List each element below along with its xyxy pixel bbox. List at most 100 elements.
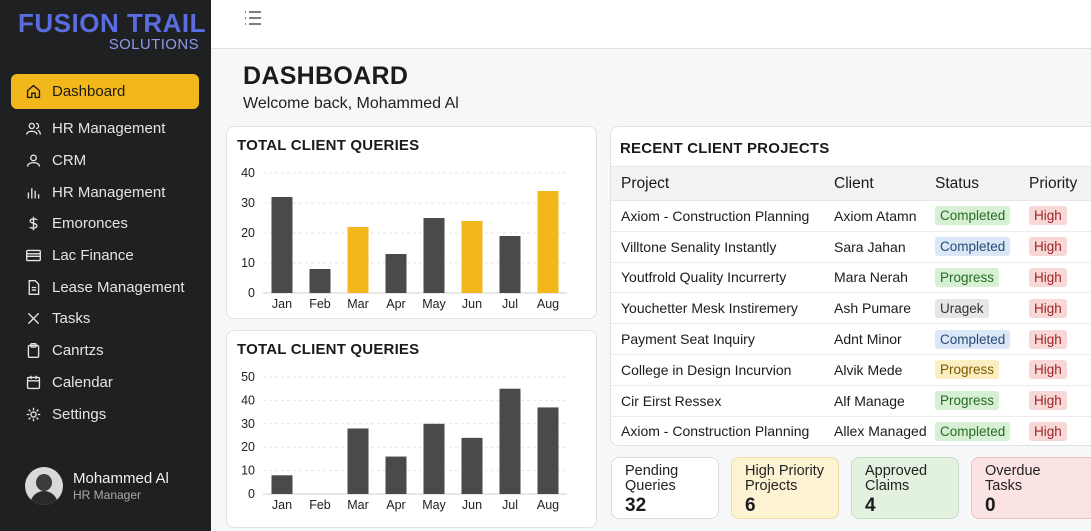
x-tick-label: Aug <box>537 297 559 311</box>
bar[interactable] <box>347 428 369 494</box>
priority-badge: High <box>1029 298 1067 318</box>
status-cell: Completed <box>935 416 1029 445</box>
priority-cell: High <box>1029 354 1091 386</box>
table-row[interactable]: Axiom - Construction Planning Axiom Atamn… <box>611 200 1091 232</box>
table-row[interactable]: Youchetter Mesk Instiremery Ash Pumare Ura… <box>611 292 1091 325</box>
y-tick-label: 10 <box>241 256 255 270</box>
bar[interactable] <box>423 423 445 494</box>
bar[interactable] <box>271 197 293 293</box>
status-badge: Progress <box>935 360 1000 380</box>
chart-title: TOTAL CLIENT QUERIES <box>237 137 420 154</box>
page-title: DASHBOARD <box>243 62 409 90</box>
gear-icon <box>24 405 42 423</box>
sidebar-item-label: Dashboard <box>52 83 126 100</box>
status-badge: Completed <box>935 206 1011 226</box>
sidebar-item-calendar[interactable]: Calendar <box>11 367 199 399</box>
welcome-message: Welcome back, Mohammed Al <box>243 95 459 112</box>
priority-badge: High <box>1029 329 1067 349</box>
column-header-priority[interactable]: Priority <box>1029 166 1091 201</box>
project-name: College in Design Incurvion <box>611 354 834 386</box>
sidebar-item-hr-management[interactable]: HR Management <box>11 113 199 145</box>
priority-cell: High <box>1029 416 1091 445</box>
sidebar-item-label: Emoronces <box>52 215 128 233</box>
status-cell: Completed <box>935 231 1029 263</box>
y-tick-label: 0 <box>248 487 255 501</box>
column-header-status[interactable]: Status <box>935 166 1029 201</box>
user-name: Mohammed Al <box>73 470 169 487</box>
brand-logo[interactable]: FUSION TRAIL SOLUTIONS <box>18 4 206 56</box>
sidebar-item-hr-management-2[interactable]: HR Management <box>11 176 199 208</box>
menu-icon[interactable] <box>241 6 265 30</box>
sidebar-item-canrtzs[interactable]: Canrtzs <box>11 335 199 367</box>
client-name: Adnt Minor <box>834 323 935 355</box>
priority-badge: High <box>1029 391 1067 411</box>
x-tick-label: May <box>422 297 446 311</box>
sidebar-item-lease-management[interactable]: Lease Management <box>11 271 199 303</box>
bar[interactable] <box>309 269 331 293</box>
status-cell: Uragek <box>935 292 1029 325</box>
y-tick-label: 40 <box>241 166 255 180</box>
bar[interactable] <box>347 227 369 293</box>
stat-card-overdue-tasks[interactable]: Overdue Tasks 0 <box>971 457 1091 519</box>
sidebar-item-tasks[interactable]: Tasks <box>11 303 199 335</box>
priority-cell: High <box>1029 292 1091 325</box>
table-row[interactable]: Axiom - Construction Planning Allex Manag… <box>611 416 1091 445</box>
table-row[interactable]: Cir Eirst Ressex Alf Manage Progress High <box>611 385 1091 417</box>
priority-badge: High <box>1029 360 1067 380</box>
table-row[interactable]: Youtfrold Quality Incurrerty Mara Nerah Pr… <box>611 262 1091 294</box>
project-name: Cir Eirst Ressex <box>611 385 834 417</box>
x-tick-label: Aug <box>537 498 559 512</box>
projects-table: Project Client Status Priority Axiom - C… <box>611 166 1091 445</box>
client-name: Alvik Mede <box>834 354 935 386</box>
y-tick-label: 50 <box>241 370 255 384</box>
sidebar-item-emoronces[interactable]: Emoronces <box>11 208 199 240</box>
sidebar-item-label: Tasks <box>52 310 91 328</box>
stat-value: 0 <box>985 495 996 516</box>
priority-badge: High <box>1029 237 1067 257</box>
table-row[interactable]: Villtone Senality Instantly Sara Jahan Com… <box>611 231 1091 263</box>
column-header-client[interactable]: Client <box>834 166 935 201</box>
sidebar-item-crm[interactable]: CRM <box>11 145 199 177</box>
bar[interactable] <box>385 456 407 494</box>
stat-value: 32 <box>625 495 647 516</box>
sidebar-item-label: HR Management <box>52 183 166 201</box>
stat-label: High Priority Projects <box>745 463 824 494</box>
table-row[interactable]: College in Design Incurvion Alvik Mede Pro… <box>611 354 1091 386</box>
sidebar-item-lac-finance[interactable]: Lac Finance <box>11 240 199 272</box>
user-role: HR Manager <box>73 488 142 502</box>
bar[interactable] <box>537 191 559 293</box>
sidebar-item-dashboard[interactable]: Dashboard <box>11 74 199 109</box>
y-tick-label: 40 <box>241 393 255 407</box>
status-badge: Completed <box>935 237 1011 257</box>
status-cell: Progress <box>935 262 1029 294</box>
x-tick-label: Feb <box>309 297 331 311</box>
tasks-icon <box>24 310 42 328</box>
status-cell: Progress <box>935 354 1029 386</box>
bar[interactable] <box>271 475 293 494</box>
bar[interactable] <box>461 437 483 494</box>
bar-chart-icon <box>24 183 42 201</box>
stat-card-high-priority-projects[interactable]: High Priority Projects 6 <box>731 457 839 519</box>
user-profile[interactable]: Mohammed Al HR Manager <box>25 467 169 505</box>
y-tick-label: 0 <box>248 286 255 300</box>
stat-card-approved-claims[interactable]: Approved Claims 4 <box>851 457 959 519</box>
sidebar-item-label: Canrtzs <box>52 342 104 360</box>
status-badge: Progress <box>935 391 1000 411</box>
stat-card-pending-queries[interactable]: Pending Queries 32 <box>611 457 719 519</box>
client-name: Ash Pumare <box>834 292 935 325</box>
stat-value: 4 <box>865 495 876 516</box>
projects-title: RECENT CLIENT PROJECTS <box>620 140 830 157</box>
project-name: Youtfrold Quality Incurrerty <box>611 262 834 294</box>
bar-chart: 0 10 20 30 40 50 Jan Feb Mar Apr May Jun Jul Aug <box>241 370 567 512</box>
bar[interactable] <box>423 218 445 293</box>
bar[interactable] <box>499 236 521 293</box>
x-tick-label: Jun <box>462 297 482 311</box>
bar[interactable] <box>461 221 483 293</box>
chart-title: TOTAL CLIENT QUERIES <box>237 341 420 358</box>
column-header-project[interactable]: Project <box>611 166 834 201</box>
bar[interactable] <box>385 254 407 293</box>
bar[interactable] <box>499 388 521 494</box>
table-row[interactable]: Payment Seat Inquiry Adnt Minor Completed H… <box>611 323 1091 355</box>
sidebar-item-settings[interactable]: Settings <box>11 398 199 430</box>
bar[interactable] <box>537 407 559 494</box>
